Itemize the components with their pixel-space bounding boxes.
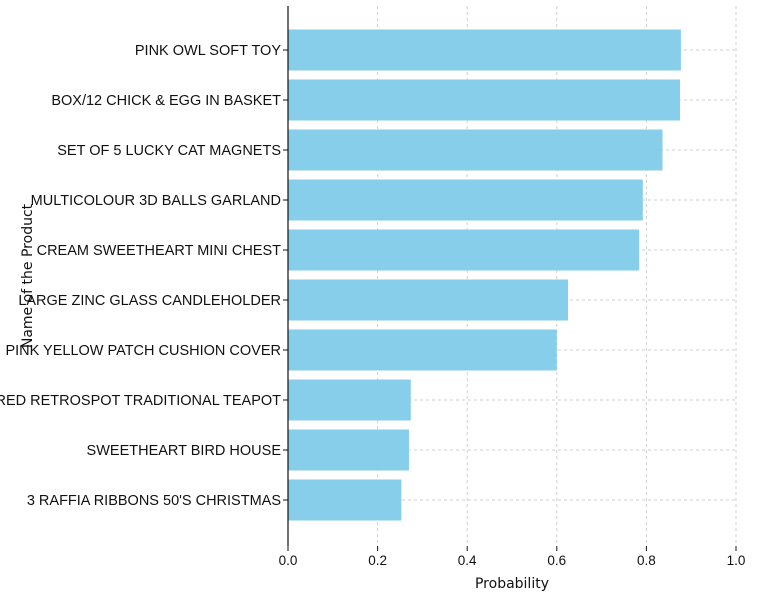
category-label: LARGE ZINC GLASS CANDLEHOLDER — [18, 293, 281, 309]
category-label: RED RETROSPOT TRADITIONAL TEAPOT — [0, 393, 281, 409]
x-tick-label: 0.8 — [637, 553, 656, 568]
category-label: PINK OWL SOFT TOY — [135, 43, 281, 59]
bars — [288, 29, 681, 521]
bar — [288, 479, 402, 521]
bar — [288, 29, 681, 71]
bar — [288, 179, 643, 221]
bar — [288, 279, 568, 321]
x-tick-label: 0.4 — [458, 553, 477, 568]
category-labels: PINK OWL SOFT TOY BOX/12 CHICK & EGG IN B… — [0, 43, 288, 509]
bar — [288, 129, 663, 171]
bar — [288, 79, 680, 121]
y-axis-title: Name of the Product — [20, 203, 36, 348]
category-label: SWEETHEART BIRD HOUSE — [87, 443, 282, 459]
x-axis-ticks: 0.0 0.2 0.4 0.6 0.8 1.0 — [279, 546, 746, 568]
bar — [288, 379, 411, 421]
x-tick-label: 0.2 — [368, 553, 387, 568]
category-label: 3 RAFFIA RIBBONS 50'S CHRISTMAS — [27, 493, 281, 509]
x-tick-label: 1.0 — [727, 553, 746, 568]
bar — [288, 429, 409, 471]
category-label: SET OF 5 LUCKY CAT MAGNETS — [57, 143, 281, 159]
x-tick-label: 0.6 — [547, 553, 566, 568]
category-label: MULTICOLOUR 3D BALLS GARLAND — [31, 193, 281, 209]
x-tick-label: 0.0 — [279, 553, 298, 568]
bar — [288, 329, 557, 371]
category-label: CREAM SWEETHEART MINI CHEST — [37, 243, 282, 259]
category-label: PINK YELLOW PATCH CUSHION COVER — [5, 343, 281, 359]
x-axis-title: Probability — [475, 576, 549, 592]
category-label: BOX/12 CHICK & EGG IN BASKET — [51, 93, 281, 109]
bar — [288, 229, 640, 271]
